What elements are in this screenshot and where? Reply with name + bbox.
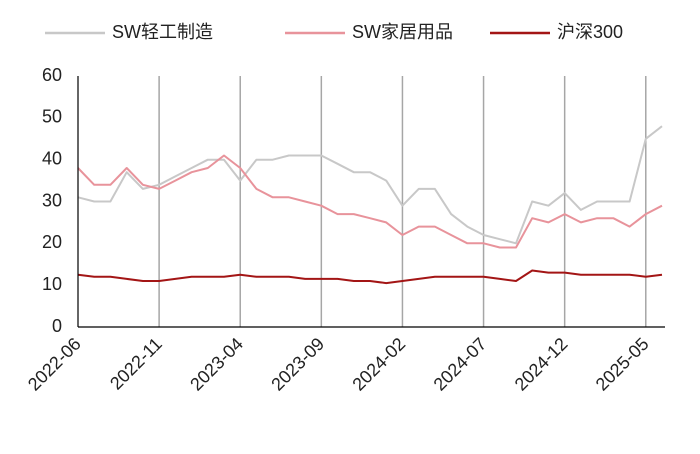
y-tick-label: 60 — [42, 65, 62, 85]
legend-label: SW轻工制造 — [112, 22, 213, 42]
x-tick-label: 2023-04 — [186, 334, 247, 395]
x-tick-label: 2023-09 — [267, 334, 328, 395]
series-line — [77, 269, 663, 285]
x-tick-label: 2024-12 — [511, 334, 572, 395]
x-tick-label: 2024-07 — [430, 334, 491, 395]
x-tick-label: 2022-11 — [106, 334, 166, 394]
x-tick-label: 2022-06 — [24, 334, 85, 395]
y-tick-label: 40 — [42, 148, 62, 168]
lines — [77, 125, 663, 285]
y-tick-label: 20 — [42, 232, 62, 252]
series-line — [77, 125, 663, 245]
y-tick-label: 30 — [42, 190, 62, 210]
series-line — [77, 154, 663, 249]
legend-label: SW家居用品 — [352, 22, 453, 42]
x-tick-label: 2025-05 — [592, 334, 653, 395]
y-tick-label: 0 — [52, 316, 62, 336]
y-tick-label: 50 — [42, 107, 62, 127]
x-tick-label: 2024-02 — [348, 334, 409, 395]
legend-label: 沪深300 — [557, 22, 623, 42]
grid — [158, 76, 647, 327]
y-tick-label: 10 — [42, 274, 62, 294]
